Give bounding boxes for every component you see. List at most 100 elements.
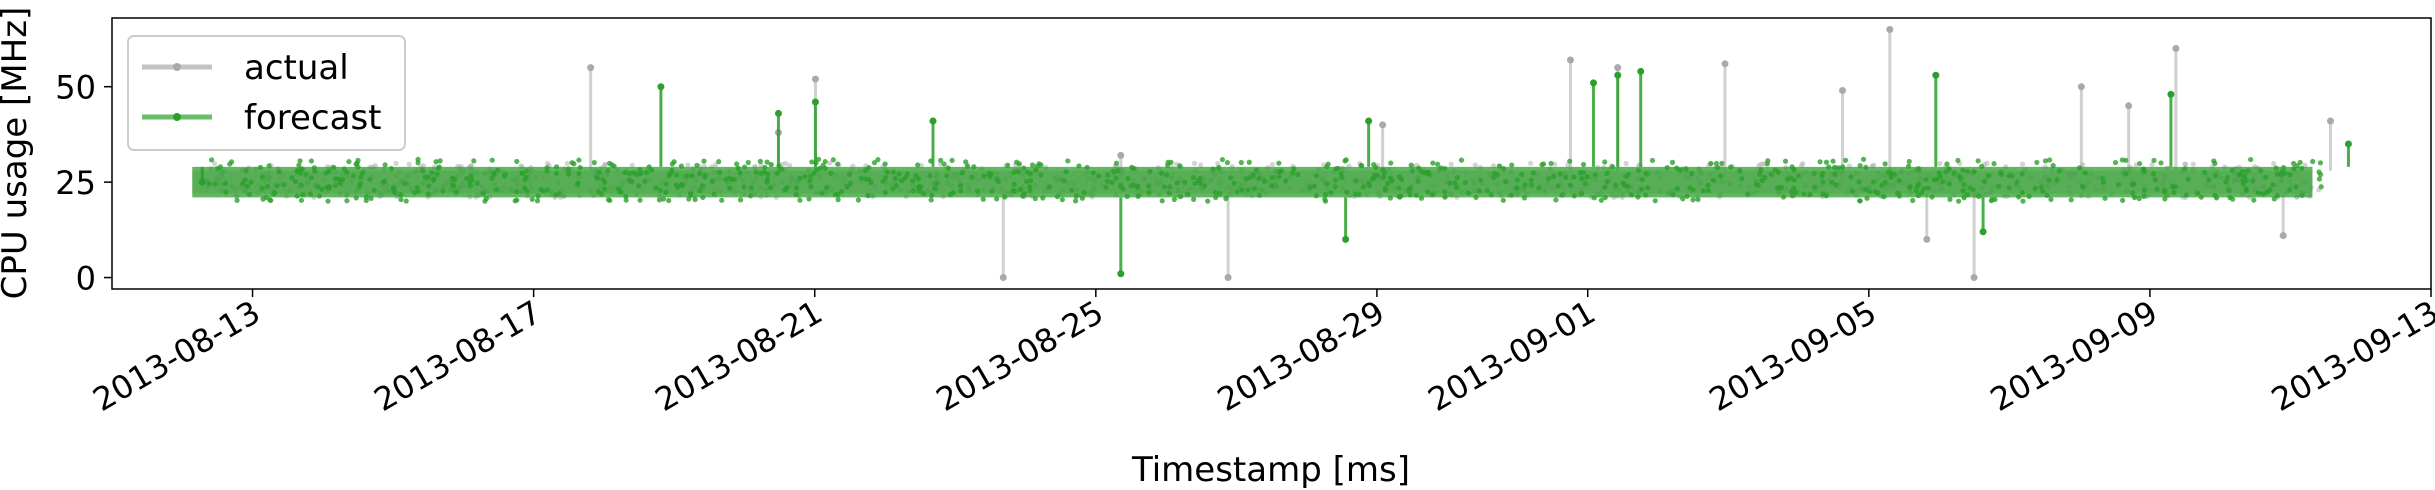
series-point-forecast <box>1105 172 1111 178</box>
series-point-forecast <box>1713 160 1719 167</box>
series-point-forecast <box>1820 170 1826 177</box>
series-point-forecast <box>482 198 488 204</box>
series-point-forecast <box>1084 164 1090 171</box>
series-point-forecast <box>623 193 629 200</box>
series-point-forecast <box>709 178 715 184</box>
series-point-forecast <box>1801 191 1807 197</box>
series-point-forecast <box>1231 180 1237 187</box>
series-point-forecast <box>474 180 480 186</box>
series-point-forecast <box>949 157 955 164</box>
series-point-forecast <box>1906 158 1912 165</box>
series-point-forecast <box>2194 190 2201 196</box>
series-point-forecast <box>1245 187 1251 193</box>
series-point-actual <box>782 160 789 167</box>
series-point-forecast <box>1167 184 1173 190</box>
series-point-forecast <box>1907 184 1913 190</box>
series-point-forecast <box>1021 165 1027 171</box>
series-point-forecast <box>2034 159 2040 166</box>
series-point-forecast <box>420 168 426 174</box>
series-point-forecast <box>553 164 560 170</box>
series-point-actual <box>2019 161 2026 167</box>
series-point-forecast <box>289 175 295 181</box>
series-point-forecast <box>332 176 339 182</box>
series-point-forecast <box>294 168 300 174</box>
series-spike-point-forecast <box>1117 270 1125 278</box>
series-point-forecast <box>902 175 908 181</box>
series-point-forecast <box>1344 189 1350 195</box>
series-point-forecast <box>1981 178 1988 184</box>
series-point-forecast <box>208 157 215 163</box>
series-point-forecast <box>1324 181 1330 187</box>
series-point-forecast <box>1857 163 1863 169</box>
series-point-forecast <box>1396 185 1402 191</box>
series-point-forecast <box>920 190 926 197</box>
series-point-forecast <box>2130 190 2136 196</box>
series-point-forecast <box>368 195 374 201</box>
series-point-forecast <box>719 197 725 203</box>
series-point-forecast <box>1352 191 1358 197</box>
series-point-forecast <box>1415 178 1421 184</box>
series-point-forecast <box>688 192 694 198</box>
series-point-forecast <box>1476 188 1483 194</box>
series-point-forecast <box>1438 165 1444 171</box>
series-point-forecast <box>2050 162 2056 169</box>
series-point-forecast <box>1705 187 1711 194</box>
series-point-forecast <box>1643 192 1649 198</box>
series-point-forecast <box>1521 195 1528 201</box>
series-point-forecast <box>346 159 352 165</box>
series-point-forecast <box>1628 192 1634 198</box>
series-point-forecast <box>1387 195 1393 201</box>
series-point-forecast <box>1882 161 1888 167</box>
series-point-forecast <box>1602 194 1608 201</box>
series-point-forecast <box>941 161 947 167</box>
series-point-forecast <box>880 178 886 184</box>
series-point-forecast <box>2273 165 2279 171</box>
series-point-forecast <box>414 184 420 191</box>
series-point-forecast <box>686 196 692 202</box>
series-point-forecast <box>1408 162 1414 168</box>
series-point-forecast <box>1269 175 1275 181</box>
series-point-forecast <box>1592 172 1598 178</box>
series-spike-point-actual <box>587 64 595 72</box>
legend-label-forecast: forecast <box>244 98 382 138</box>
series-point-forecast <box>296 162 302 168</box>
series-spike-point-actual <box>1224 274 1232 282</box>
series-point-forecast <box>957 183 964 189</box>
series-point-forecast <box>259 185 265 192</box>
series-point-forecast <box>1017 186 1023 193</box>
series-point-forecast <box>489 157 495 163</box>
series-point-forecast <box>702 172 708 178</box>
series-point-forecast <box>426 183 432 189</box>
series-point-forecast <box>298 197 305 203</box>
series-point-forecast <box>388 166 395 172</box>
series-point-forecast <box>828 170 834 176</box>
series-point-forecast <box>519 170 525 176</box>
series-point-forecast <box>300 191 306 198</box>
series-point-forecast <box>1332 184 1338 190</box>
series-point-forecast <box>1960 187 1966 194</box>
series-point-forecast <box>308 175 314 181</box>
series-point-forecast <box>1434 161 1441 167</box>
series-point-forecast <box>1864 195 1870 201</box>
series-point-actual <box>712 162 719 168</box>
series-point-forecast <box>2129 181 2136 188</box>
series-point-forecast <box>1322 196 1328 202</box>
series-point-forecast <box>1129 164 1135 170</box>
series-point-forecast <box>450 182 456 188</box>
series-point-forecast <box>2294 163 2300 169</box>
series-point-forecast <box>1360 184 1366 190</box>
series-point-forecast <box>591 160 597 166</box>
series-point-actual <box>1623 160 1629 167</box>
series-point-forecast <box>716 169 723 175</box>
x-tick-label: 2013-09-01 <box>1422 293 1602 419</box>
series-band-forecast <box>192 166 2313 198</box>
series-point-forecast <box>638 170 644 177</box>
series-point-forecast <box>626 170 632 177</box>
series-point-forecast <box>1219 156 1226 163</box>
series-point-forecast <box>1295 171 1301 178</box>
y-tick-label: 50 <box>55 69 96 107</box>
series-point-forecast <box>1247 175 1253 181</box>
series-point-forecast <box>1159 198 1165 204</box>
series-point-forecast <box>1591 195 1597 201</box>
series-point-forecast <box>1413 192 1420 198</box>
